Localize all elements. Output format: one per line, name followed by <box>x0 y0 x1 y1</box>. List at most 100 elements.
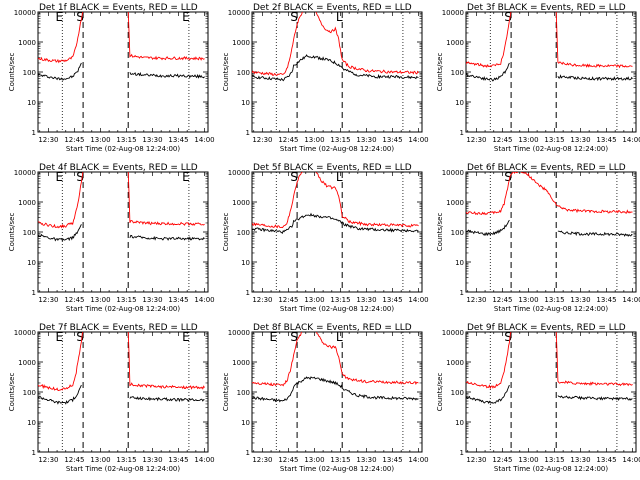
y-tick-label: 1000 <box>232 359 250 367</box>
x-tick-label: 13:00 <box>304 136 324 144</box>
x-axis-label: Start Time (02-Aug-08 12:24:00) <box>66 145 180 153</box>
series-line-lld-1 <box>466 12 633 69</box>
series-line-events-2 <box>129 234 205 241</box>
y-axis-label: Counts/sec <box>8 53 16 92</box>
y-tick-label: 1000 <box>18 359 36 367</box>
y-tick-label: 1000 <box>446 359 464 367</box>
detector-panel-8: Det 8f BLACK = Events, RED = LLD 1 10 100 10… <box>222 323 429 473</box>
plot-frame <box>465 171 637 293</box>
x-axis-label: Start Time (02-Aug-08 12:24:00) <box>280 465 394 473</box>
marker-label: L <box>336 330 343 344</box>
x-tick-label: 14:00 <box>622 136 640 144</box>
panel-title: Det 9f BLACK = Events, RED = LLD <box>467 323 626 333</box>
series-line-events-1 <box>38 62 82 81</box>
y-tick-label: 100 <box>451 229 464 237</box>
y-tick-label: 10000 <box>228 9 250 17</box>
y-tick-label: 1000 <box>18 39 36 47</box>
x-tick-label: 14:00 <box>622 456 640 464</box>
x-tick-label: 13:30 <box>142 456 162 464</box>
x-axis-label: Start Time (02-Aug-08 12:24:00) <box>280 305 394 313</box>
y-tick-label: 1 <box>460 129 464 137</box>
series-line-events-1 <box>466 219 510 237</box>
y-tick-label: 10 <box>241 419 250 427</box>
y-tick-label: 1 <box>246 129 250 137</box>
x-axis-label: Start Time (02-Aug-08 12:24:00) <box>494 465 608 473</box>
marker-label: L <box>336 10 343 24</box>
y-tick-label: 1 <box>460 449 464 457</box>
marker-label: E <box>55 170 63 184</box>
y-tick-label: 10 <box>27 259 36 267</box>
x-tick-label: 13:45 <box>596 296 616 304</box>
x-tick-label: 13:00 <box>90 456 110 464</box>
x-tick-label: 13:30 <box>570 136 590 144</box>
series-line-lld-1 <box>38 172 205 229</box>
x-tick-label: 13:30 <box>356 456 376 464</box>
y-tick-label: 100 <box>23 389 36 397</box>
x-tick-label: 12:45 <box>64 456 84 464</box>
x-tick-label: 13:45 <box>168 296 188 304</box>
panel-title: Det 3f BLACK = Events, RED = LLD <box>467 3 626 13</box>
marker-label: E <box>182 10 190 24</box>
y-axis-label: Counts/sec <box>8 373 16 412</box>
series-line-events-1 <box>252 376 419 403</box>
x-tick-label: 12:30 <box>466 456 486 464</box>
y-tick-label: 10 <box>455 259 464 267</box>
x-tick-label: 12:30 <box>466 136 486 144</box>
x-axis-label: Start Time (02-Aug-08 12:24:00) <box>66 465 180 473</box>
detector-panel-2: Det 2f BLACK = Events, RED = LLD 1 10 100 10… <box>222 3 429 153</box>
x-tick-label: 12:45 <box>492 136 512 144</box>
plot-frame <box>37 331 209 453</box>
y-tick-label: 10 <box>27 419 36 427</box>
x-tick-label: 14:00 <box>408 456 428 464</box>
y-tick-label: 1000 <box>446 199 464 207</box>
series-line-lld-1 <box>38 332 205 391</box>
x-tick-label: 12:45 <box>278 296 298 304</box>
marker-label: S <box>76 10 84 24</box>
y-tick-label: 10000 <box>14 329 36 337</box>
series-line-events-2 <box>557 395 633 402</box>
x-tick-label: 13:00 <box>304 456 324 464</box>
x-axis-label: Start Time (02-Aug-08 12:24:00) <box>66 305 180 313</box>
panel-title: Det 7f BLACK = Events, RED = LLD <box>39 323 198 333</box>
x-tick-label: 12:45 <box>64 136 84 144</box>
y-axis-label: Counts/sec <box>222 213 230 252</box>
x-tick-label: 13:15 <box>544 136 564 144</box>
x-tick-label: 14:00 <box>194 296 214 304</box>
marker-label: E <box>55 330 63 344</box>
detector-panel-6: Det 6f BLACK = Events, RED = LLD 1 10 100 10… <box>436 163 640 313</box>
y-axis-label: Counts/sec <box>436 213 444 252</box>
x-tick-label: 12:30 <box>38 136 58 144</box>
plot-frame <box>251 11 423 133</box>
series-line-events-1 <box>252 212 419 234</box>
y-tick-label: 1000 <box>232 39 250 47</box>
y-axis-label: Counts/sec <box>436 373 444 412</box>
detector-panel-4: Det 4f BLACK = Events, RED = LLD 1 10 100 10… <box>8 163 215 313</box>
series-line-lld-1 <box>466 172 633 216</box>
series-line-events-1 <box>252 54 419 82</box>
marker-label: E <box>182 330 190 344</box>
detector-panel-7: Det 7f BLACK = Events, RED = LLD 1 10 100 10… <box>8 323 215 473</box>
y-tick-label: 1000 <box>446 39 464 47</box>
panel-title: Det 4f BLACK = Events, RED = LLD <box>39 163 198 173</box>
series-line-events-2 <box>129 71 205 79</box>
x-tick-label: 14:00 <box>194 456 214 464</box>
x-tick-label: 13:00 <box>518 456 538 464</box>
detector-panel-5: Det 5f BLACK = Events, RED = LLD 1 10 100 10… <box>222 163 429 313</box>
marker-label: L <box>336 170 343 184</box>
series-line-events-1 <box>38 384 82 405</box>
x-tick-label: 13:00 <box>304 296 324 304</box>
x-tick-label: 12:45 <box>278 456 298 464</box>
marker-label: E <box>269 330 277 344</box>
x-tick-label: 13:45 <box>168 136 188 144</box>
y-tick-label: 10000 <box>442 329 464 337</box>
x-tick-label: 13:45 <box>596 136 616 144</box>
x-tick-label: 13:15 <box>116 136 136 144</box>
y-tick-label: 1 <box>32 289 36 297</box>
detector-panel-1: Det 1f BLACK = Events, RED = LLD 1 10 100 10… <box>8 3 215 153</box>
x-axis-label: Start Time (02-Aug-08 12:24:00) <box>494 145 608 153</box>
y-tick-label: 10000 <box>228 169 250 177</box>
x-axis-label: Start Time (02-Aug-08 12:24:00) <box>280 145 394 153</box>
x-tick-label: 13:15 <box>116 296 136 304</box>
y-axis-label: Counts/sec <box>222 53 230 92</box>
y-axis-label: Counts/sec <box>436 53 444 92</box>
